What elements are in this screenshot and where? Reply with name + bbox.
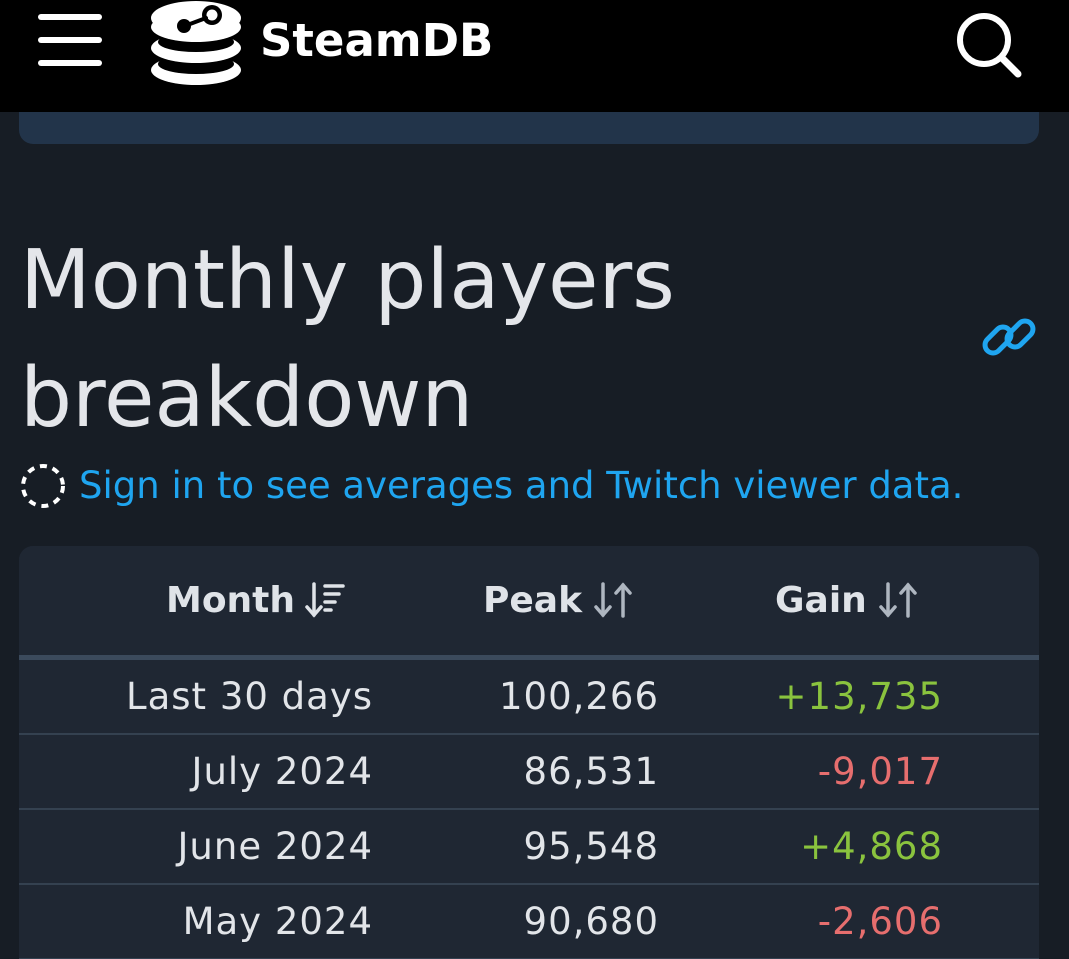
signin-prompt: Sign in to see averages and Twitch viewe… [19, 462, 963, 510]
gain-cell: -2,606 [817, 900, 943, 943]
peak-cell: 90,680 [523, 900, 659, 943]
sort-descending-icon [305, 582, 345, 618]
column-header-month[interactable]: Month [166, 576, 345, 624]
sort-arrows-icon [879, 582, 917, 618]
table-row: May 2024 90,680 -2,606 [19, 885, 1039, 959]
signin-link[interactable]: Sign in to see averages and Twitch viewe… [79, 464, 964, 507]
dashed-circle-icon [21, 464, 65, 508]
brand-name[interactable]: SteamDB [260, 14, 494, 67]
gain-cell: +4,868 [800, 825, 943, 868]
peak-cell: 95,548 [523, 825, 659, 868]
table-header: Month Peak [19, 546, 1039, 660]
month-cell: Last 30 days [125, 675, 373, 718]
sort-arrows-icon [594, 582, 632, 618]
column-header-label: Month [166, 579, 296, 621]
search-icon[interactable] [952, 6, 1024, 78]
gain-cell: -9,017 [817, 750, 943, 793]
column-header-peak[interactable]: Peak [483, 576, 636, 624]
steamdb-logo-icon[interactable] [150, 0, 242, 86]
previous-section-card [19, 112, 1039, 144]
table-row: June 2024 95,548 +4,868 [19, 810, 1039, 885]
column-header-label: Gain [775, 579, 867, 621]
top-navigation-bar: SteamDB [0, 0, 1069, 112]
link-icon[interactable] [980, 308, 1038, 366]
gain-cell: +13,735 [775, 675, 943, 718]
monthly-players-table: Month Peak [19, 546, 1039, 959]
month-cell: May 2024 [182, 900, 373, 943]
peak-cell: 86,531 [523, 750, 659, 793]
month-cell: June 2024 [177, 825, 373, 868]
month-cell: July 2024 [191, 750, 373, 793]
page-title: Monthly players breakdown [20, 233, 675, 446]
hamburger-menu-icon[interactable] [38, 14, 102, 66]
peak-cell: 100,266 [498, 675, 659, 718]
column-header-gain[interactable]: Gain [775, 576, 921, 624]
column-header-label: Peak [483, 579, 583, 621]
table-row: Last 30 days 100,266 +13,735 [19, 660, 1039, 735]
table-row: July 2024 86,531 -9,017 [19, 735, 1039, 810]
